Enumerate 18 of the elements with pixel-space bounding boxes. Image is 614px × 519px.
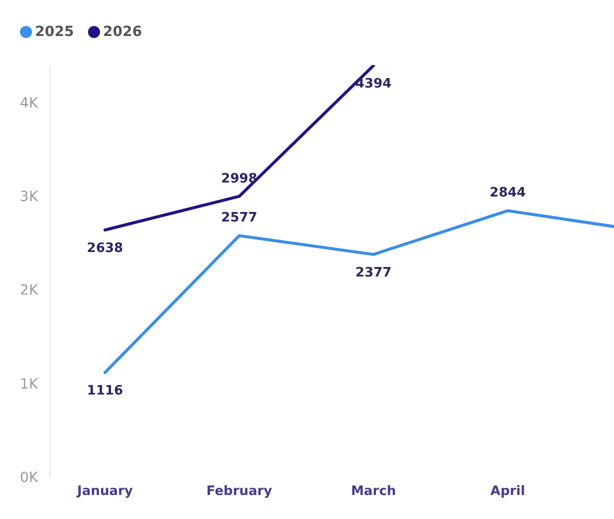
legend-label: 2026 [102, 24, 142, 40]
y-tick-label: 1K [20, 376, 39, 392]
data-label: 2844 [490, 185, 526, 200]
y-tick-label: 2K [20, 282, 39, 299]
y-tick-label: 0K [20, 470, 39, 486]
data-label: 1116 [86, 383, 124, 398]
legend-label: 2025 [35, 24, 74, 40]
data-label: 2377 [355, 264, 392, 280]
data-label: 2998 [221, 170, 258, 186]
x-tick-label: April [490, 484, 526, 500]
data-label: 2577 [221, 210, 258, 226]
y-tick-label: 4K [20, 95, 39, 112]
x-tick-label: January [76, 484, 134, 500]
y-tick-label: 3K [20, 189, 39, 206]
x-tick-label: February [206, 484, 273, 500]
data-label: 2638 [86, 240, 124, 256]
data-label: 4394 [355, 76, 392, 92]
x-tick-label: March [350, 484, 396, 500]
